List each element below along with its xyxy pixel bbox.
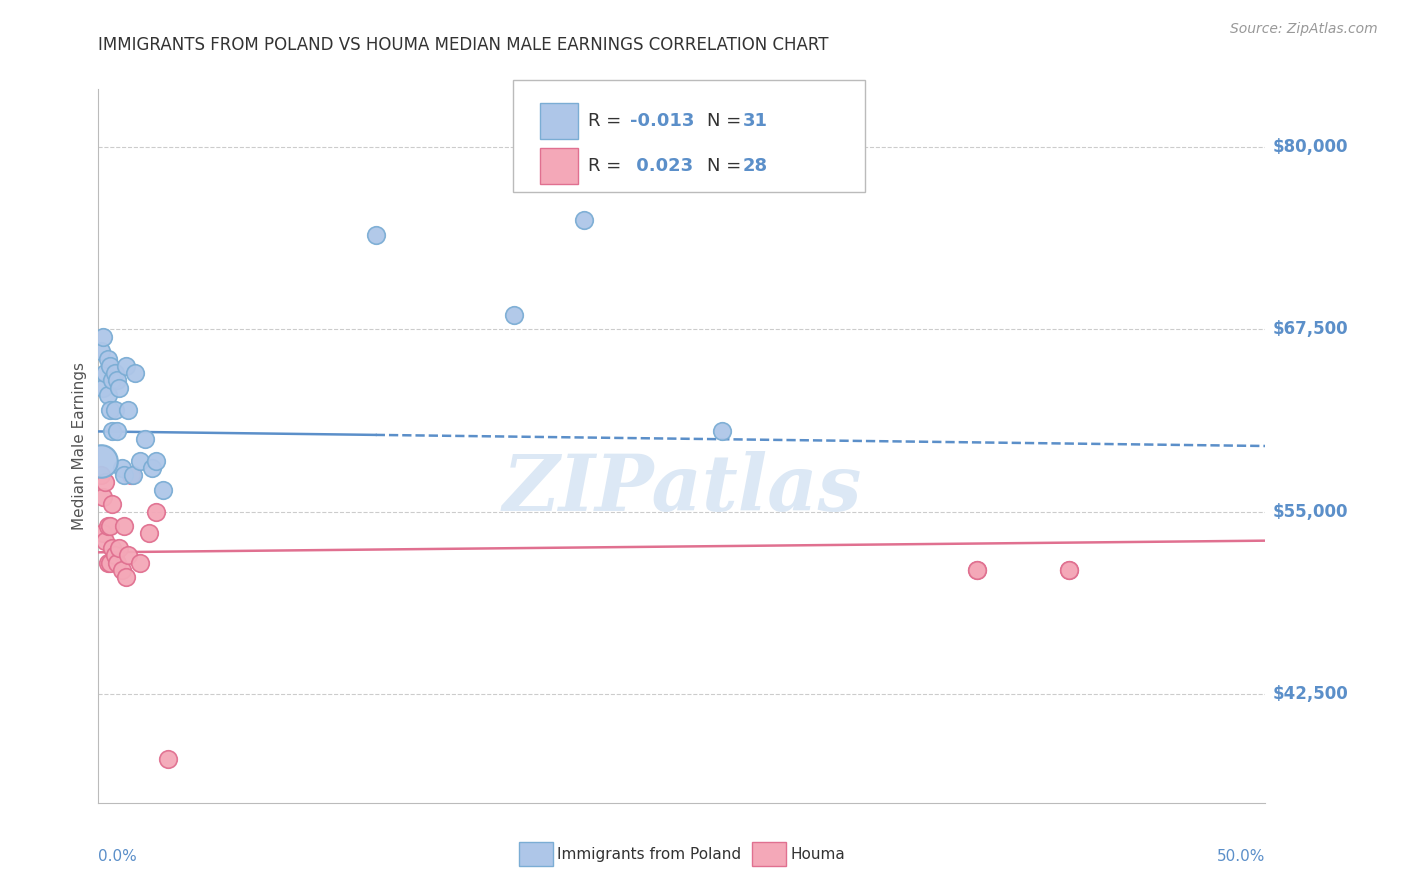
- Point: [1057, 563, 1080, 577]
- Text: $80,000: $80,000: [1272, 138, 1348, 156]
- Text: -0.013: -0.013: [630, 112, 695, 130]
- Text: 31: 31: [742, 112, 768, 130]
- Point: [90, 453, 112, 467]
- Point: [115, 359, 138, 373]
- Point: [117, 548, 139, 562]
- Point: [105, 425, 128, 439]
- Point: [90, 468, 112, 483]
- Point: [91, 330, 114, 344]
- Point: [94, 475, 117, 490]
- Text: N =: N =: [707, 157, 747, 175]
- Text: 28: 28: [742, 157, 768, 175]
- Text: $42,500: $42,500: [1272, 684, 1348, 703]
- Text: Immigrants from Poland: Immigrants from Poland: [557, 847, 741, 862]
- Point: [101, 541, 124, 555]
- Point: [112, 519, 135, 533]
- Point: [98, 556, 121, 570]
- Point: [966, 563, 988, 577]
- Point: [141, 460, 163, 475]
- Point: [98, 402, 121, 417]
- Point: [134, 432, 156, 446]
- Point: [110, 563, 132, 577]
- Point: [94, 533, 117, 548]
- Point: [97, 519, 120, 533]
- Point: [122, 468, 145, 483]
- Text: 50.0%: 50.0%: [1218, 849, 1265, 864]
- Text: R =: R =: [588, 112, 627, 130]
- Point: [90, 344, 112, 359]
- Text: $55,000: $55,000: [1272, 502, 1348, 521]
- Point: [108, 541, 131, 555]
- Point: [124, 366, 146, 380]
- Point: [115, 570, 138, 584]
- Text: Houma: Houma: [790, 847, 845, 862]
- Point: [156, 752, 179, 766]
- Point: [112, 468, 135, 483]
- Point: [91, 381, 114, 395]
- Point: [966, 563, 988, 577]
- Point: [129, 453, 152, 467]
- Text: Source: ZipAtlas.com: Source: ZipAtlas.com: [1230, 22, 1378, 37]
- Point: [101, 374, 124, 388]
- Text: N =: N =: [707, 112, 747, 130]
- Point: [138, 526, 160, 541]
- Point: [711, 425, 734, 439]
- Point: [98, 519, 121, 533]
- Point: [91, 490, 114, 504]
- Point: [364, 227, 387, 242]
- Point: [120, 468, 142, 483]
- Point: [97, 351, 120, 366]
- Point: [91, 526, 114, 541]
- Point: [117, 402, 139, 417]
- Point: [110, 460, 132, 475]
- Point: [152, 483, 174, 497]
- Point: [145, 453, 167, 467]
- Point: [503, 308, 526, 322]
- Point: [104, 402, 127, 417]
- Text: $67,500: $67,500: [1272, 320, 1348, 338]
- Point: [98, 359, 121, 373]
- Text: 0.023: 0.023: [630, 157, 693, 175]
- Point: [97, 556, 120, 570]
- Text: R =: R =: [588, 157, 627, 175]
- Text: IMMIGRANTS FROM POLAND VS HOUMA MEDIAN MALE EARNINGS CORRELATION CHART: IMMIGRANTS FROM POLAND VS HOUMA MEDIAN M…: [98, 36, 830, 54]
- Text: 0.0%: 0.0%: [98, 849, 138, 864]
- Point: [105, 374, 128, 388]
- Text: ZIPatlas: ZIPatlas: [502, 450, 862, 527]
- Point: [104, 366, 127, 380]
- Y-axis label: Median Male Earnings: Median Male Earnings: [72, 362, 87, 530]
- Point: [108, 381, 131, 395]
- Point: [97, 388, 120, 402]
- Point: [572, 213, 595, 227]
- Point: [101, 425, 124, 439]
- Point: [104, 548, 127, 562]
- Point: [101, 497, 124, 511]
- Point: [145, 504, 167, 518]
- Point: [1057, 563, 1080, 577]
- Point: [94, 366, 117, 380]
- Point: [105, 556, 128, 570]
- Point: [129, 556, 152, 570]
